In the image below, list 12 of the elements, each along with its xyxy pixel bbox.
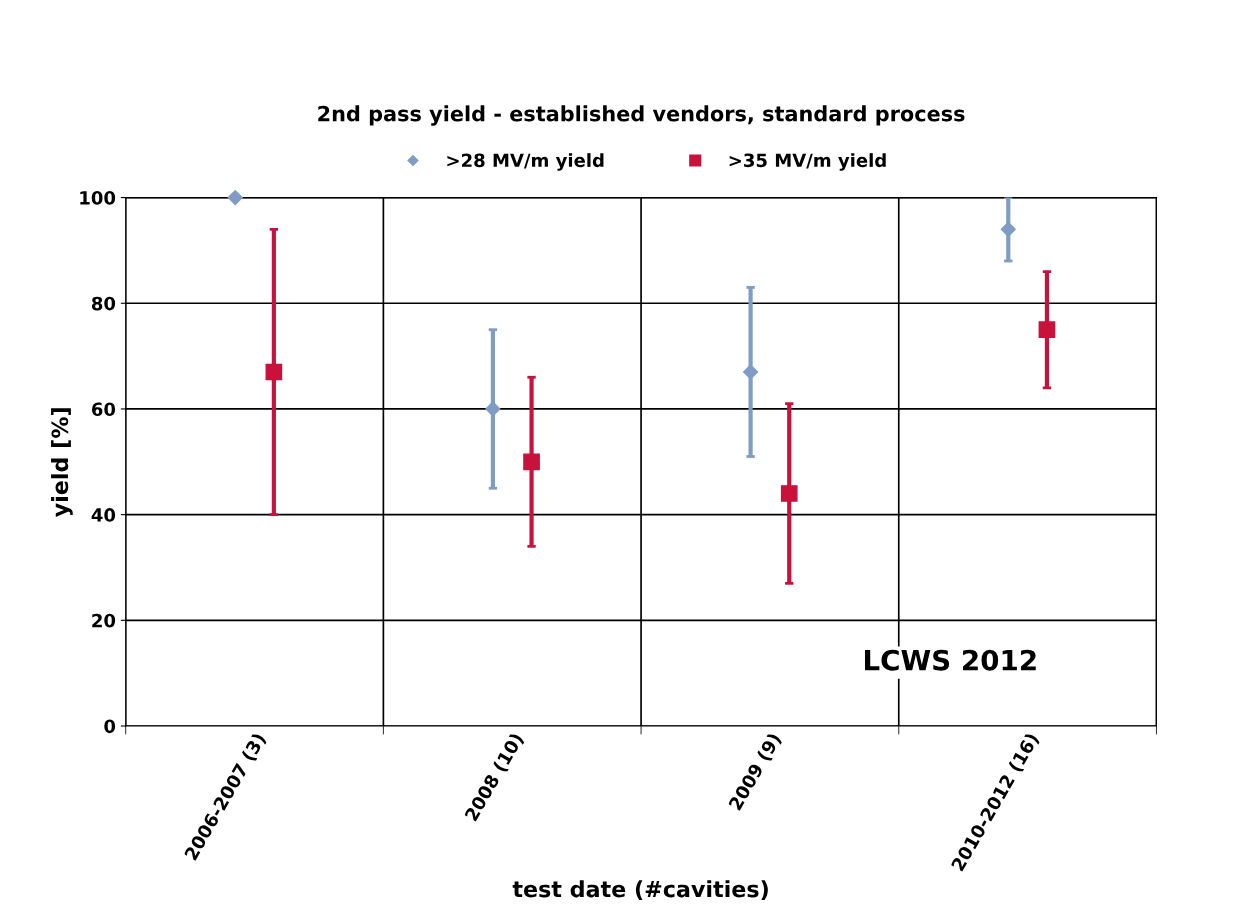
y-tick-label: 80 — [91, 296, 116, 311]
y-tick-label: 0 — [104, 719, 116, 734]
annotation: LCWS 2012 — [864, 649, 1036, 671]
y-tick-label: 100 — [80, 191, 116, 205]
y-tick-label: 60 — [91, 402, 116, 417]
y-tick-label: 20 — [92, 613, 116, 628]
legend-label: >35 MV/m yield — [729, 153, 886, 171]
y-axis-title: yield [%] — [51, 408, 73, 518]
y-tick-label: 40 — [91, 508, 116, 522]
chart-title: 2nd pass yield - established vendors, standard process — [318, 105, 965, 126]
legend-label: >28 MV/m yield — [447, 153, 604, 171]
x-axis-title: test date (#cavities) — [512, 880, 768, 900]
